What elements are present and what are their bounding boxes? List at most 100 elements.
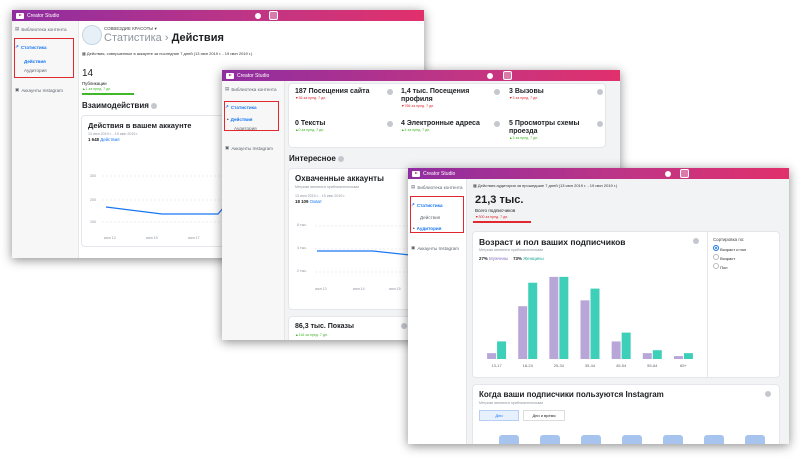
sidebar-item-ig-accounts[interactable]: ▣ Аккаунты Instagram (411, 245, 459, 251)
x-tick: июн 14 (353, 287, 365, 291)
calendar-icon: ▦ (473, 183, 477, 188)
highlight-box (410, 196, 464, 233)
info-icon[interactable] (401, 323, 407, 329)
info-icon[interactable] (338, 155, 345, 162)
stat-item: 4 Электронные адреса ▲4 за пред. 7 дн. (401, 120, 480, 132)
bar-men-18-24 (518, 306, 528, 359)
card-subtitle: Метрики являются приблизительными (479, 401, 544, 405)
instagram-icon[interactable] (680, 169, 689, 178)
sidebar-item-library[interactable]: ▤ Библиотека контента (411, 184, 463, 190)
activity-bar (663, 435, 683, 444)
sort-option-age[interactable]: Возраст (713, 254, 746, 263)
bar-women-35-44 (590, 288, 600, 359)
sort-option-gender[interactable]: Пол (713, 263, 746, 272)
top-bar: Creator Studio (222, 70, 620, 81)
info-icon[interactable] (494, 121, 500, 127)
days-time-button[interactable]: Дни и время (523, 410, 565, 421)
sidebar-item-actions[interactable]: • Действия (227, 117, 253, 122)
accounts-icon: ▣ (225, 145, 230, 150)
x-tick: июн 17 (188, 236, 200, 240)
stat-item: 3 Вызовы ▼3 за пред. 7 дн. (509, 88, 544, 100)
actions-card: Действия в вашем аккаунте 13 июн 2019 г.… (82, 116, 232, 246)
info-icon[interactable] (387, 89, 393, 95)
sort-label: Сортировка по: (713, 237, 745, 242)
impressions-value: 86,3 тыс. Показы (295, 323, 355, 330)
x-tick-label: 45-54 (616, 363, 627, 368)
facebook-icon[interactable] (487, 72, 493, 79)
y-tick: 6 тыс. (297, 223, 308, 227)
profile-name[interactable]: СОВВЕЗДИЕ КРАСОТЫ ▾ (104, 26, 157, 31)
info-icon[interactable] (494, 89, 500, 95)
card-dates: 13 июн 2019 г. - 19 июн 2019 г. (88, 132, 139, 136)
breadcrumb-root[interactable]: Статистика (104, 32, 162, 44)
followers-delta: ▼300 за пред. 7 дн. (475, 215, 509, 219)
breadcrumb: Статистика › Действия (104, 32, 224, 44)
avatar (82, 25, 102, 45)
x-tick: июн 15 (146, 236, 158, 240)
bar-women-55-64 (652, 350, 662, 359)
app-title: Creator Studio (237, 72, 270, 79)
sidebar-item-stats[interactable]: ↗ Статистика (225, 104, 257, 110)
info-icon[interactable] (387, 121, 393, 127)
sidebar-item-library[interactable]: ▤ Библиотека контента (225, 86, 277, 92)
divider (707, 232, 708, 377)
instagram-icon[interactable] (269, 11, 278, 20)
info-icon[interactable] (597, 89, 603, 95)
info-icon[interactable] (151, 102, 158, 109)
sidebar-item-ig-accounts[interactable]: ▣ Аккаунты Instagram (15, 87, 63, 93)
publications-label: Публикации (82, 81, 107, 86)
toggle-group: Дни Дни и время (479, 410, 565, 421)
impressions-delta: ▲116 за пред. 7 дн. (295, 333, 328, 337)
sidebar: ▤ Библиотека контента ↗ Статистика Дейст… (408, 179, 467, 444)
chart-icon: ↗ (15, 44, 19, 49)
activity-bar (581, 435, 601, 444)
x-tick: июн 13 (315, 287, 327, 291)
activity-card: Когда ваши подписчики пользуются Instagr… (473, 385, 779, 444)
bar-men-35-44 (580, 300, 590, 359)
top-bar: Creator Studio (408, 168, 789, 179)
sidebar-item-ig-accounts[interactable]: ▣ Аккаунты Instagram (225, 145, 273, 151)
sidebar-item-stats[interactable]: ↗ Статистика (411, 202, 443, 208)
sort-options: Возраст и пол Возраст Пол (713, 245, 746, 272)
sidebar-item-audience[interactable]: • Аудитория (413, 226, 442, 231)
publications-delta: ▲1 за пред. 7 дн. (82, 87, 112, 91)
y-tick: 2 тыс. (297, 269, 308, 273)
card-title: Возраст и пол ваших подписчиков (479, 237, 626, 247)
days-button[interactable]: Дни (479, 410, 519, 421)
sidebar-item-audience[interactable]: Аудитория (234, 126, 257, 131)
card-total: 18 109 Охват (295, 199, 322, 204)
info-icon[interactable] (597, 121, 603, 127)
x-tick-label: 55-64 (647, 363, 658, 368)
bar-women-25-34 (559, 276, 569, 359)
activity-bars (499, 435, 765, 444)
info-icon[interactable] (765, 391, 771, 397)
section-title: Взаимодействия (82, 101, 158, 110)
dot-icon: • (413, 226, 415, 231)
sidebar-item-actions[interactable]: Действия (24, 59, 46, 64)
sidebar-item-actions[interactable]: Действия (420, 215, 441, 220)
card-title: Действия в вашем аккаунте (88, 121, 192, 130)
page-title: Действия (171, 32, 224, 44)
info-icon[interactable] (693, 238, 699, 244)
y-tick: 4 тыс. (297, 246, 308, 250)
series-line (317, 250, 419, 257)
bar-women-45-54 (621, 332, 631, 359)
sort-option-age-gender[interactable]: Возраст и пол (713, 245, 746, 254)
library-icon: ▤ (411, 184, 416, 189)
activity-bar (499, 435, 519, 444)
bar-men-65+ (673, 356, 683, 359)
sidebar-item-audience[interactable]: Аудитория (24, 68, 47, 73)
bar-women-65+ (683, 353, 693, 359)
sidebar-item-stats[interactable]: ↗ Статистика (15, 44, 47, 50)
instagram-icon[interactable] (503, 71, 512, 80)
age-gender-card: Возраст и пол ваших подписчиков Метрики … (473, 232, 779, 377)
sidebar-item-library[interactable]: ▤ Библиотека контента (15, 26, 67, 32)
facebook-icon[interactable] (255, 12, 261, 19)
creator-studio-logo-icon (412, 170, 420, 177)
bar-women-18-24 (528, 282, 538, 359)
x-tick: июн 15 (389, 287, 401, 291)
card-total: 1 648 Действия (88, 137, 120, 142)
accounts-icon: ▣ (15, 87, 20, 92)
facebook-icon[interactable] (665, 170, 671, 177)
gender-legend: 27% Мужчины 73% Женщины (479, 256, 544, 261)
